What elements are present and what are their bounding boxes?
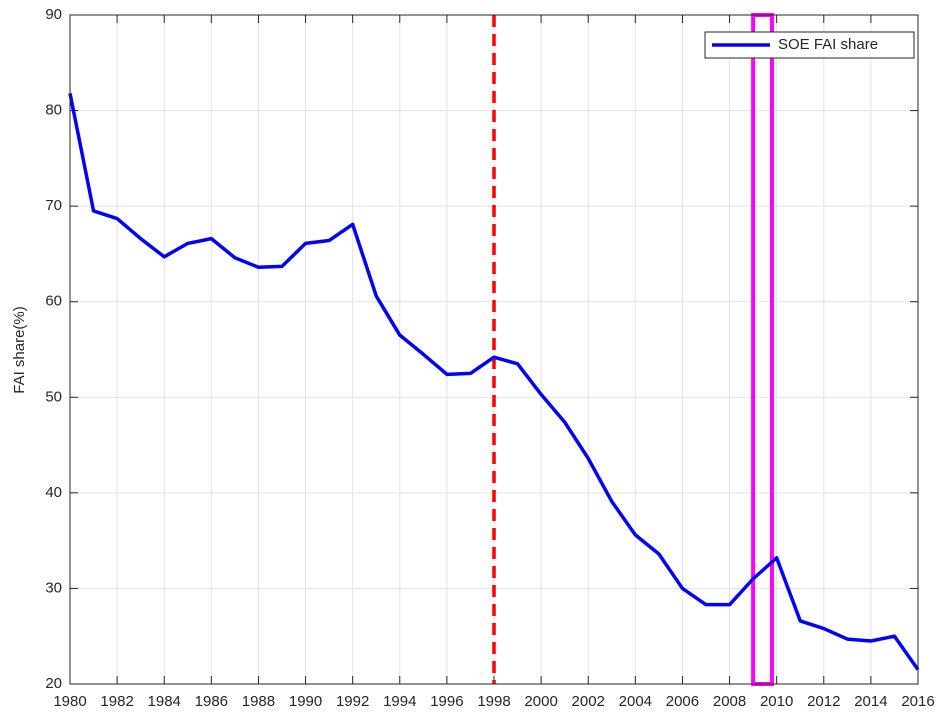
x-tick-label: 2006 <box>666 693 699 710</box>
y-tick-label: 80 <box>45 102 62 119</box>
y-tick-label: 60 <box>45 293 62 310</box>
x-tick-label: 1982 <box>100 693 133 710</box>
y-axis-label: FAI share(%) <box>11 306 28 394</box>
x-tick-label: 1980 <box>53 693 86 710</box>
x-tick-label: 1996 <box>430 693 463 710</box>
y-tick-label: 50 <box>45 388 62 405</box>
x-tick-label: 2002 <box>572 693 605 710</box>
x-tick-label: 2000 <box>524 693 557 710</box>
y-tick-label: 30 <box>45 579 62 596</box>
x-tick-label: 2004 <box>619 693 652 710</box>
x-tick-label: 2010 <box>760 693 793 710</box>
x-tick-label: 1986 <box>195 693 228 710</box>
x-tick-label: 2014 <box>854 693 887 710</box>
y-tick-label: 70 <box>45 197 62 214</box>
x-tick-label: 1994 <box>383 693 416 710</box>
data-line <box>68 93 920 671</box>
axes-box <box>69 14 919 685</box>
x-tick-label: 1998 <box>477 693 510 710</box>
x-tick-label: 1988 <box>242 693 275 710</box>
legend-label: SOE FAI share <box>778 36 878 53</box>
x-tick-label: 2008 <box>713 693 746 710</box>
x-tick-label: 2016 <box>901 693 934 710</box>
x-tick-label: 2012 <box>807 693 840 710</box>
y-tick-label: 90 <box>45 6 62 23</box>
y-tick-label: 40 <box>45 484 62 501</box>
y-tick-label: 20 <box>45 675 62 692</box>
x-tick-label: 1992 <box>336 693 369 710</box>
x-tick-label: 1990 <box>289 693 322 710</box>
x-tick-label: 1984 <box>148 693 181 710</box>
